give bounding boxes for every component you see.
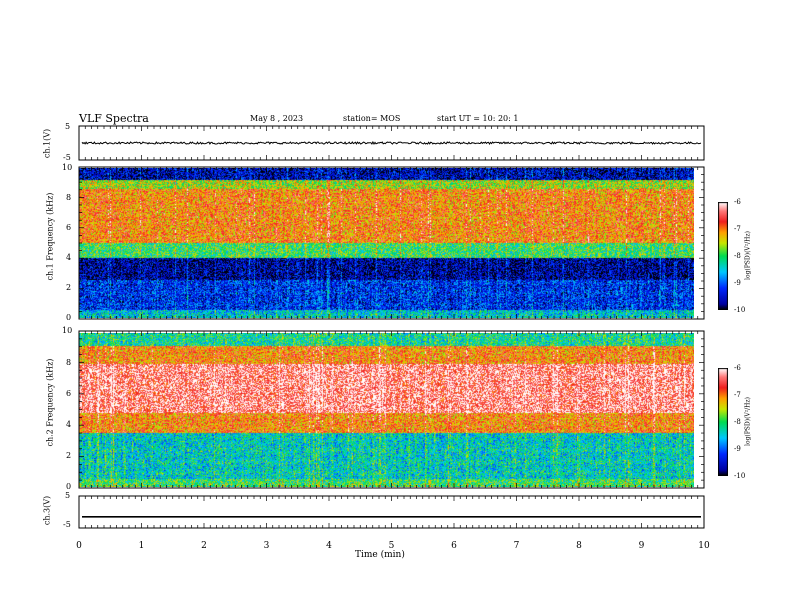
cb2-tick-8: -8	[734, 418, 741, 426]
ch3-ytick-bottom: -5	[63, 520, 71, 529]
ch1-colorbar	[718, 202, 728, 310]
xtick-5: 5	[388, 541, 395, 551]
date-label: May 8 , 2023	[250, 114, 304, 123]
cb1-tick-6: -6	[734, 198, 741, 206]
ch2-spectrogram-frame	[78, 330, 705, 489]
ch2-spec-ytick-8: 8	[66, 358, 72, 367]
cb2-tick-10: -10	[734, 472, 746, 480]
ch2-spectrogram-ylabel: ch.2 Frequency (kHz)	[45, 358, 55, 447]
ch1-spec-ytick-2: 2	[66, 283, 72, 292]
cb2-tick-6: -6	[734, 364, 741, 372]
ch1-waveform-ylabel: ch.1(V)	[42, 128, 52, 159]
xtick-6: 6	[451, 541, 457, 551]
x-axis-label: Time (min)	[355, 550, 405, 560]
xtick-8: 8	[576, 541, 582, 551]
cb2-label: log(PSD)(V²/Hz)	[744, 397, 752, 446]
ch1-spec-ytick-0: 0	[66, 313, 72, 322]
cb1-tick-10: -10	[734, 306, 746, 314]
ch2-spec-ytick-4: 4	[66, 420, 72, 429]
ch2-spec-ytick-6: 6	[66, 389, 72, 398]
cb1-label: log(PSD)(V²/Hz)	[744, 231, 752, 280]
start-time-label: start UT = 10: 20: 1	[437, 114, 519, 123]
figure-title: VLF Spectra	[79, 112, 149, 125]
xtick-3: 3	[263, 541, 270, 551]
ch1-waveform-trace	[81, 140, 702, 145]
cb2-tick-9: -9	[734, 445, 741, 453]
cb2-tick-7: -7	[734, 391, 741, 399]
cb1-tick-7: -7	[734, 225, 741, 233]
xtick-9: 9	[638, 541, 645, 551]
cb1-tick-8: -8	[734, 252, 741, 260]
ch1-spec-ytick-6: 6	[66, 223, 72, 232]
ch2-spectrogram	[79, 333, 694, 487]
xtick-1: 1	[138, 541, 145, 551]
xtick-2: 2	[201, 541, 207, 551]
station-label: station= MOS	[343, 114, 401, 123]
ch1-ytick-top: 5	[65, 122, 71, 131]
ch3-ytick-top: 5	[65, 491, 71, 500]
xtick-4: 4	[326, 541, 332, 551]
ch2-spec-ytick-10: 10	[62, 326, 73, 335]
ch2-spec-ytick-2: 2	[66, 451, 72, 460]
ch1-spectrogram-frame	[78, 166, 705, 320]
ch1-spectrogram	[79, 168, 694, 318]
xtick-10: 10	[698, 541, 710, 551]
ch1-spec-ytick-10: 10	[62, 163, 73, 172]
ch2-spec-ytick-0: 0	[66, 482, 72, 491]
ch1-spec-ytick-8: 8	[66, 193, 72, 202]
ch1-ytick-bottom: -5	[63, 153, 71, 162]
ch1-spec-ytick-4: 4	[66, 253, 72, 262]
cb1-tick-9: -9	[734, 279, 741, 287]
xtick-0: 0	[76, 541, 82, 551]
ch3-waveform-ylabel: ch.3(V)	[42, 495, 52, 526]
xtick-7: 7	[513, 541, 520, 551]
ch1-spectrogram-ylabel: ch.1 Frequency (kHz)	[45, 192, 55, 281]
ch2-colorbar	[718, 368, 728, 476]
